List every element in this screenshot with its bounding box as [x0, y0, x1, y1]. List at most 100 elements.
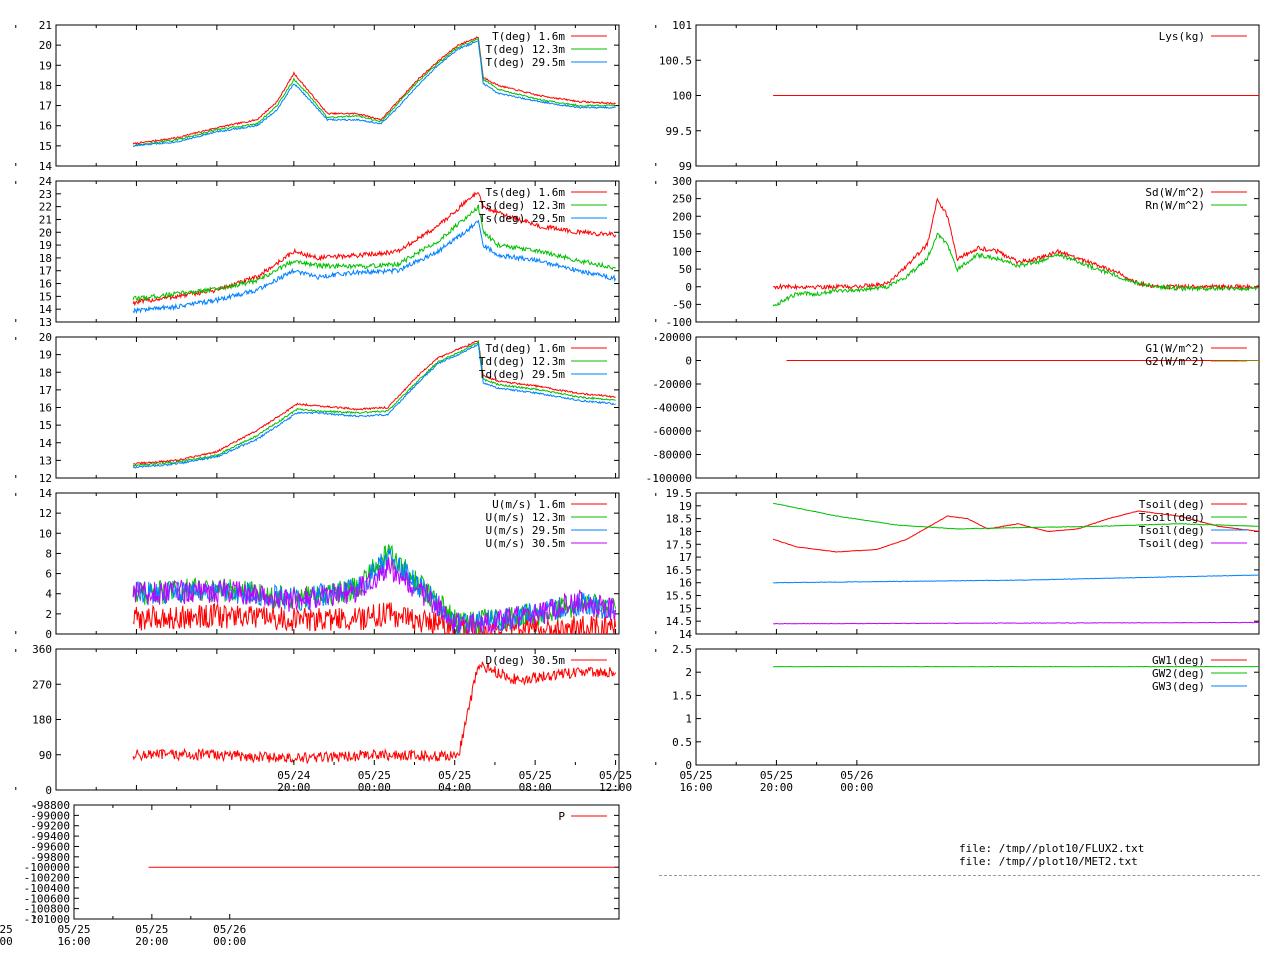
y-tick-label: 15.5 — [666, 590, 693, 603]
plot-frame — [55, 24, 620, 167]
y-tick-label: 10 — [39, 527, 52, 540]
y-tick-label: 17 — [679, 551, 692, 564]
y-tick-label: 13 — [39, 454, 52, 467]
legend-label: Ts(deg) 29.5m — [479, 212, 565, 225]
y-tick-label: -100000 — [646, 472, 692, 485]
x-tick-label: 05/25 — [679, 769, 712, 782]
y-tick-label: -100400 — [24, 882, 70, 895]
y-tick-label: -60000 — [652, 425, 692, 438]
plot-frame — [55, 492, 620, 635]
y-tick-label: 19 — [679, 500, 692, 513]
y-tick-label: -40000 — [652, 402, 692, 415]
y-tick-label: 270 — [32, 678, 52, 691]
legend-label: Ts(deg) 1.6m — [486, 186, 566, 199]
y-tick-label: 14 — [679, 628, 693, 641]
y-tick-label: 100.5 — [659, 54, 692, 67]
x-tick-label: 16:00 — [57, 935, 90, 948]
y-tick-label: -100 — [666, 316, 693, 329]
x-tick-label: 05/25 — [358, 769, 391, 782]
x-tick-label: 05/25 — [57, 923, 90, 936]
y-tick-label: 19.5 — [666, 487, 693, 500]
x-tick-label: 08:00 — [519, 781, 552, 794]
series-line-2 — [772, 232, 1259, 307]
x-tick-label: 05/25 — [0, 923, 13, 936]
series-line-2 — [132, 204, 616, 302]
y-tick-label: -99200 — [30, 820, 70, 833]
y-tick-label: -100800 — [24, 903, 70, 916]
x-tick-label: 04:00 — [438, 781, 471, 794]
y-tick-label: 13 — [39, 316, 52, 329]
series-line-3 — [773, 574, 1259, 584]
y-tick-label: 2 — [685, 666, 692, 679]
legend-label: T(deg) 1.6m — [492, 30, 565, 43]
y-tick-label: -98800 — [30, 799, 70, 812]
legend-label: Sd(W/m^2) — [1145, 186, 1205, 199]
y-tick-label: 16 — [39, 278, 52, 291]
x-tick-label: 12:00 — [0, 935, 13, 948]
x-tick-label: 05/26 — [840, 769, 873, 782]
series-line-1 — [132, 340, 616, 465]
chart-panel-11: 00.511.522.505/2420:0005/2500:0005/2504:… — [277, 643, 1260, 794]
y-tick-label: 18 — [39, 252, 52, 265]
y-tick-label: 15 — [39, 419, 52, 432]
y-tick-label: 15 — [39, 290, 52, 303]
y-tick-label: 20 — [39, 226, 52, 239]
x-tick-label: 20:00 — [760, 781, 793, 794]
separator-line — [659, 875, 1260, 876]
plot-frame — [55, 180, 620, 323]
chart-panel-1: 14 15 16 17 18 19 20 21 T(deg) 1.6mT(deg) 12.3mT… — [15, 19, 620, 173]
legend-label: T(deg) 12.3m — [486, 43, 566, 56]
y-tick-label: 15 — [39, 140, 52, 153]
chart-panel-8: -100 -50 0 50 100 150 200 250 300 Sd(W/m^2)Rn(W/m… — [293, 175, 1260, 329]
legend-label: Lys(kg) — [1159, 30, 1205, 43]
y-tick-label: 21 — [39, 19, 52, 32]
y-tick-label: 0 — [685, 281, 692, 294]
y-tick-label: 8 — [45, 547, 52, 560]
y-tick-label: 18 — [39, 366, 52, 379]
y-tick-label: 6 — [45, 568, 52, 581]
y-tick-label: 17 — [39, 384, 52, 397]
y-tick-label: 20 — [39, 39, 52, 52]
plot-frame — [695, 492, 1260, 635]
y-tick-label: 99.5 — [666, 125, 693, 138]
legend-label: G1(W/m^2) — [1145, 342, 1205, 355]
y-tick-label: 24 — [39, 175, 53, 188]
legend-label: G2(W/m^2) — [1145, 355, 1205, 368]
y-tick-label: -100200 — [24, 872, 70, 885]
legend-label: Tsoil(deg) — [1139, 524, 1205, 537]
y-tick-label: 23 — [39, 188, 52, 201]
y-tick-label: 19 — [39, 349, 52, 362]
legend-label: U(m/s) 1.6m — [492, 498, 565, 511]
y-tick-label: -99600 — [30, 840, 70, 853]
chart-panel-6: -101000-100800-100600-100400-100200-1000… — [0, 799, 620, 948]
y-tick-label: 21 — [39, 213, 52, 226]
legend-label: GW3(deg) — [1152, 680, 1205, 693]
y-tick-label: 1.5 — [672, 689, 692, 702]
x-tick-label: 20:00 — [277, 781, 310, 794]
series-line-4 — [773, 621, 1259, 625]
legend-label: Tsoil(deg) — [1139, 498, 1205, 511]
y-tick-label: 19 — [39, 239, 52, 252]
x-tick-label: 05/25 — [135, 923, 168, 936]
y-tick-label: -50 — [672, 298, 692, 311]
y-tick-label: 17.5 — [666, 538, 693, 551]
y-tick-label: 0 — [45, 784, 52, 797]
legend-label: Td(deg) 1.6m — [486, 342, 566, 355]
y-tick-label: 14 — [39, 487, 53, 500]
series-line-1 — [773, 197, 1259, 291]
x-tick-label: 00:00 — [213, 935, 246, 948]
series-line-2 — [772, 502, 1259, 530]
series-line-1 — [132, 36, 616, 146]
series-line-3 — [132, 40, 616, 147]
y-tick-label: 2 — [45, 608, 52, 621]
y-tick-label: 2.5 — [672, 643, 692, 656]
y-tick-label: 14 — [39, 437, 53, 450]
series-line-3 — [132, 342, 616, 469]
x-tick-label: 05/25 — [519, 769, 552, 782]
x-tick-label: 00:00 — [840, 781, 873, 794]
y-tick-label: 50 — [679, 263, 692, 276]
